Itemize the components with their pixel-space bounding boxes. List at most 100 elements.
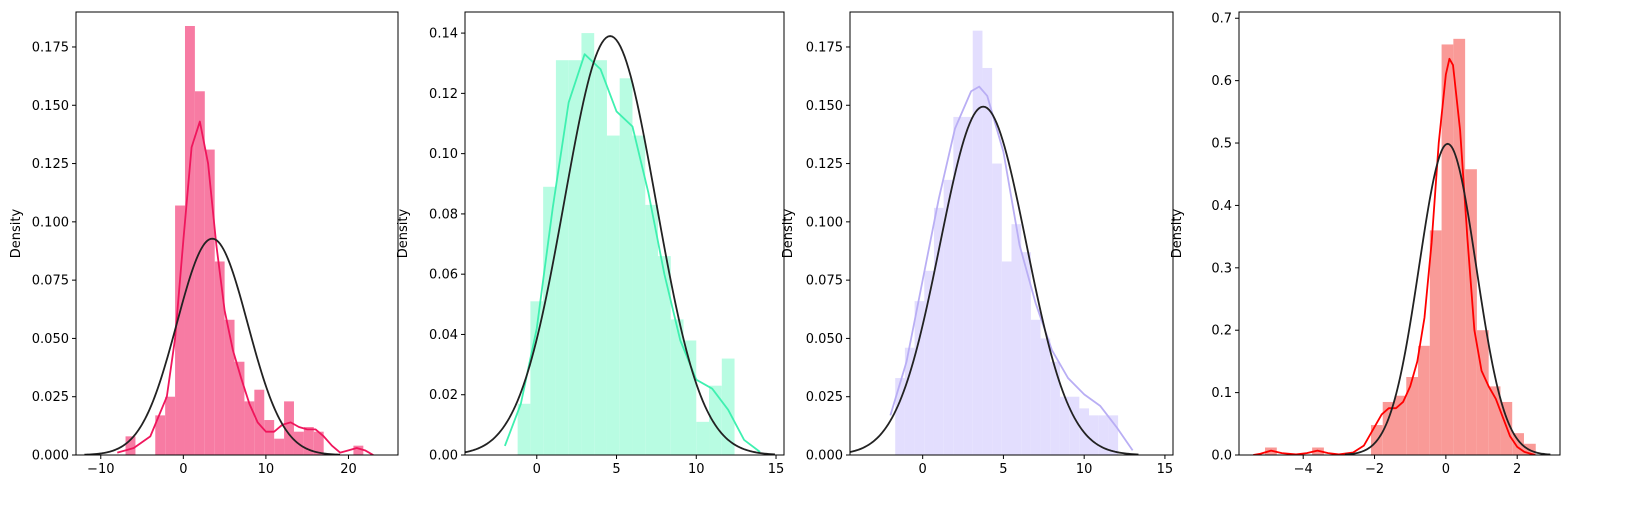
y-tick-label: 0.02 [429, 388, 458, 403]
chart-panel-2: 0 5 10 15 0.00 0.02 0.04 0.06 0.08 0.10 0.12 0.14 De… [396, 11, 785, 477]
histogram-bar [1030, 319, 1041, 455]
x-tick-label: −2 [1365, 462, 1384, 477]
y-axis-label: Density [781, 208, 796, 258]
histogram-bar [709, 385, 722, 455]
y-tick-label: 0.075 [806, 274, 843, 289]
x-tick-label: −10 [87, 462, 114, 477]
histogram-bar [204, 149, 215, 455]
histogram-bar [657, 256, 671, 455]
y-tick-label: 0.150 [32, 99, 69, 114]
histogram-bar [1108, 415, 1119, 455]
normal-fit-line [850, 105, 1139, 455]
y-tick-label: 0.5 [1211, 137, 1232, 152]
histogram-bar [895, 378, 905, 455]
histogram-bar [1488, 386, 1501, 455]
histogram-bar [1059, 396, 1070, 455]
y-tick-label: 0.125 [806, 157, 843, 172]
histogram-bar [214, 261, 225, 455]
histogram-bar [606, 135, 620, 455]
y-tick-label: 0.025 [806, 390, 843, 405]
x-tick-label: 0 [1442, 462, 1450, 477]
y-tick-label: 0.1 [1211, 386, 1232, 401]
histogram-bar [224, 319, 235, 455]
y-tick-label: 0.150 [806, 99, 843, 114]
y-tick-label: 0.125 [32, 157, 69, 172]
histogram-bar [1429, 230, 1442, 455]
histogram-bar [1441, 44, 1454, 455]
histogram-bar [670, 319, 684, 455]
y-tick-label: 0.100 [806, 215, 843, 230]
y-tick-label: 0.050 [806, 332, 843, 347]
x-tick-label: −4 [1294, 462, 1313, 477]
axes-frame [75, 11, 399, 456]
x-tick-label: 5 [999, 462, 1007, 477]
histogram-bar [982, 67, 993, 455]
x-tick-label: 10 [1076, 462, 1093, 477]
y-tick-label: 0.100 [32, 215, 69, 230]
histogram-bar [244, 401, 255, 455]
histogram-bar [125, 436, 136, 455]
histogram-bar [1476, 330, 1489, 455]
histogram-bar [1453, 38, 1466, 455]
y-tick-label: 0.6 [1211, 74, 1232, 89]
histogram-bar [1465, 169, 1477, 455]
histogram-bar [963, 116, 973, 455]
histogram-bar [1512, 433, 1524, 455]
x-tick-label: 0 [919, 462, 927, 477]
kde-line [889, 85, 1134, 451]
histogram-bar [924, 270, 934, 455]
kde-line [504, 53, 761, 453]
histogram-bar [953, 116, 964, 455]
plot-area [84, 25, 374, 455]
y-tick-label: 0.075 [32, 274, 69, 289]
y-tick-label: 0.12 [429, 87, 458, 102]
histogram-bar [1021, 252, 1031, 455]
y-tick-label: 0.04 [429, 328, 458, 343]
histogram-bar [581, 33, 595, 455]
histogram-bar [972, 30, 983, 455]
histogram-bar [933, 207, 944, 455]
x-tick-label: 2 [1513, 462, 1521, 477]
histogram-bar [696, 421, 710, 455]
histogram-bar [555, 60, 569, 455]
axes-frame [849, 11, 1174, 456]
x-tick-label: 20 [340, 462, 357, 477]
histogram-bar [1089, 415, 1099, 455]
histogram-bar [313, 431, 324, 455]
y-tick-label: 0.14 [429, 27, 458, 42]
y-axis-label: Density [396, 208, 411, 258]
x-tick-label: 15 [1157, 462, 1174, 477]
histogram-bar [1050, 361, 1060, 455]
y-tick-label: 0.000 [806, 449, 843, 464]
y-tick-label: 0.050 [32, 332, 69, 347]
histogram-bar [517, 403, 531, 455]
histogram-bar [914, 301, 925, 455]
histogram-bar [645, 204, 658, 455]
axes-frame [1238, 11, 1561, 456]
histogram-bar [632, 135, 646, 455]
histogram-bar [1098, 415, 1109, 455]
histogram-bar [1001, 261, 1012, 455]
normal-fit-line [84, 237, 341, 455]
y-tick-label: 0.3 [1211, 261, 1232, 276]
plot-area [1253, 38, 1551, 455]
y-tick-label: 0.000 [32, 449, 69, 464]
y-tick-label: 0.025 [32, 390, 69, 405]
histogram-bar [1382, 401, 1395, 455]
histogram-bar [1069, 396, 1080, 455]
histogram-bar [1406, 377, 1419, 455]
histogram-bar [904, 347, 915, 455]
normal-fit-line [465, 35, 775, 455]
histogram-bar [1418, 345, 1430, 455]
x-tick-label: 0 [533, 462, 541, 477]
chart-panel-4: −4 −2 0 2 0.0 0.1 0.2 0.3 0.4 0.5 0.6 0.7 Density [1170, 11, 1561, 477]
histogram-bar [155, 415, 166, 455]
y-tick-label: 0.175 [32, 40, 69, 55]
x-tick-label: 15 [768, 462, 785, 477]
y-axis-label: Density [9, 208, 24, 258]
plot-area [465, 33, 775, 455]
histogram-bar [1011, 224, 1022, 455]
histogram-bar [254, 389, 265, 455]
histogram-bar [194, 91, 205, 455]
histogram-bar [594, 60, 607, 455]
